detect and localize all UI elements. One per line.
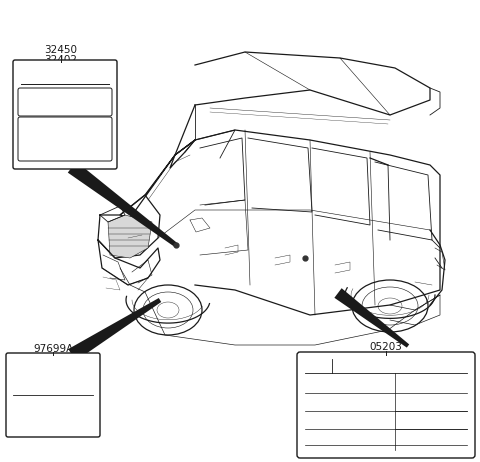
Polygon shape: [335, 288, 409, 347]
Text: 05203: 05203: [370, 342, 402, 352]
FancyBboxPatch shape: [13, 60, 117, 169]
FancyBboxPatch shape: [297, 352, 475, 458]
Polygon shape: [68, 298, 161, 361]
Polygon shape: [108, 215, 152, 258]
Polygon shape: [68, 161, 178, 247]
FancyBboxPatch shape: [18, 88, 112, 116]
Text: 97699A: 97699A: [33, 344, 73, 354]
FancyBboxPatch shape: [18, 117, 112, 161]
Text: 32402: 32402: [45, 55, 77, 65]
Text: 32450: 32450: [45, 45, 77, 55]
FancyBboxPatch shape: [6, 353, 100, 437]
